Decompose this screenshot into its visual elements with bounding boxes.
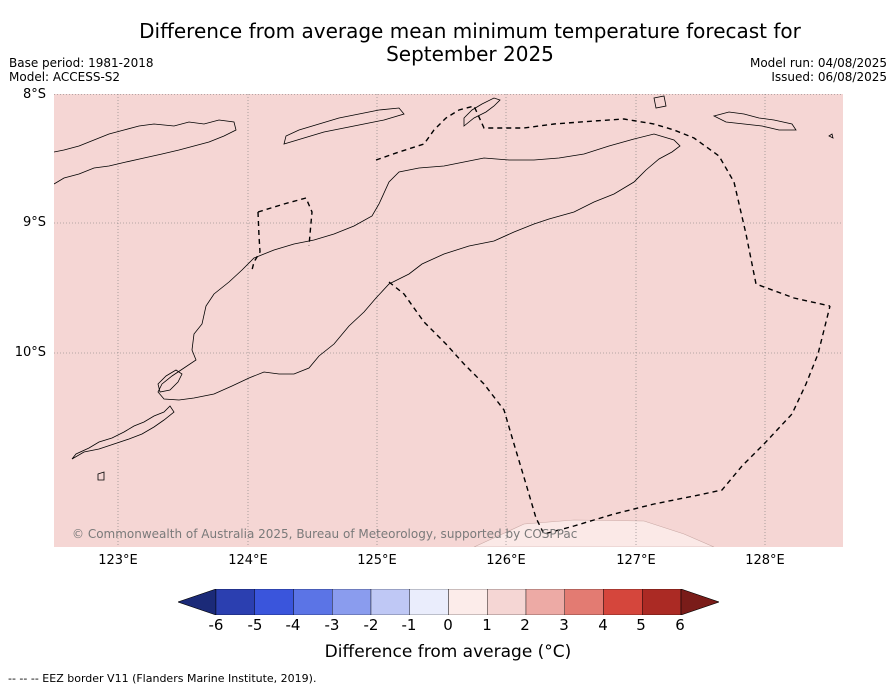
eez-border-enclave-top (257, 197, 313, 247)
colorbar-tick-label: 1 (482, 616, 492, 634)
lon-label-123e: 123°E (98, 553, 138, 568)
colorbar-tick-label: 6 (675, 616, 685, 634)
colorbar-tick-label: 2 (520, 616, 530, 634)
colorbar-cell (642, 589, 682, 615)
colorbar-label: Difference from average (°C) (324, 642, 572, 662)
issued-text: Issued: 06/08/2025 (771, 70, 887, 84)
eez-borders (251, 105, 831, 535)
colorbar-cell (293, 589, 333, 615)
colorbar-extension-low (178, 589, 217, 615)
lat-label-8s: 8°S (22, 87, 46, 102)
lon-label-125e: 125°E (357, 553, 397, 568)
title-line-1: Difference from average mean minimum tem… (139, 19, 801, 43)
colorbar (178, 589, 719, 615)
colorbar-tick-label: 3 (559, 616, 569, 634)
map-panel: © Commonwealth of Australia 2025, Bureau… (54, 94, 843, 547)
lon-label-127e: 127°E (616, 553, 656, 568)
leti-islands-coast (712, 111, 797, 131)
colorbar-tick-label: 5 (636, 616, 646, 634)
lat-label-10s: 10°S (14, 345, 46, 360)
title-line-2: September 2025 (386, 42, 554, 66)
colorbar-tick-label: 0 (443, 616, 453, 634)
colorbar-cell (409, 589, 449, 615)
roti-island-coast (71, 405, 175, 460)
colorbar-tick-label: 4 (598, 616, 608, 634)
flores-south-coast (54, 119, 237, 185)
small-island-coast-2 (828, 133, 834, 139)
alor-islands-coast (283, 107, 405, 145)
lon-label-128e: 128°E (745, 553, 785, 568)
colorbar-tick-label: -3 (324, 616, 340, 634)
timor-island-coast (157, 133, 681, 401)
colorbar-tick-label: -4 (285, 616, 301, 634)
colorbar-cell (215, 589, 255, 615)
lon-label-126e: 126°E (486, 553, 526, 568)
eez-footnote: -- -- -- EEZ border V11 (Flanders Marine… (8, 672, 317, 685)
colorbar-cell (332, 589, 372, 615)
eez-border-enclave (251, 211, 261, 271)
colorbar-tick-label: -6 (208, 616, 224, 634)
colorbar-cell (564, 589, 604, 615)
gridlines (54, 94, 843, 547)
coastlines (54, 95, 834, 481)
colorbar-extension-high (680, 589, 719, 615)
colorbar-cell (254, 589, 294, 615)
colorbar-cell (448, 589, 488, 615)
wetar-island-coast (463, 97, 501, 127)
map-background (54, 94, 843, 547)
lon-label-124e: 124°E (228, 553, 268, 568)
colorbar-cell (370, 589, 410, 615)
colorbar-cell (487, 589, 527, 615)
chart-title: Difference from average mean minimum tem… (0, 20, 896, 66)
colorbar-cell (603, 589, 643, 615)
small-island-coast-1 (97, 471, 105, 481)
model-text: Model: ACCESS-S2 (9, 70, 121, 84)
colorbar-tick-label: -5 (247, 616, 263, 634)
model-run-text: Model run: 04/08/2025 (749, 56, 887, 70)
eez-border-timor-leste-north (375, 105, 831, 307)
semau-island-coast (157, 369, 183, 393)
base-period-text: Base period: 1981-2018 (9, 56, 154, 70)
copyright-notice: © Commonwealth of Australia 2025, Bureau… (72, 527, 577, 541)
eez-border-south (388, 281, 831, 535)
kisar-island-coast (653, 95, 667, 109)
colorbar-tick-label: -1 (401, 616, 417, 634)
lat-label-9s: 9°S (22, 215, 46, 230)
colorbar-cell (525, 589, 565, 615)
colorbar-tick-label: -2 (363, 616, 379, 634)
light-anomaly-patch (473, 519, 715, 547)
